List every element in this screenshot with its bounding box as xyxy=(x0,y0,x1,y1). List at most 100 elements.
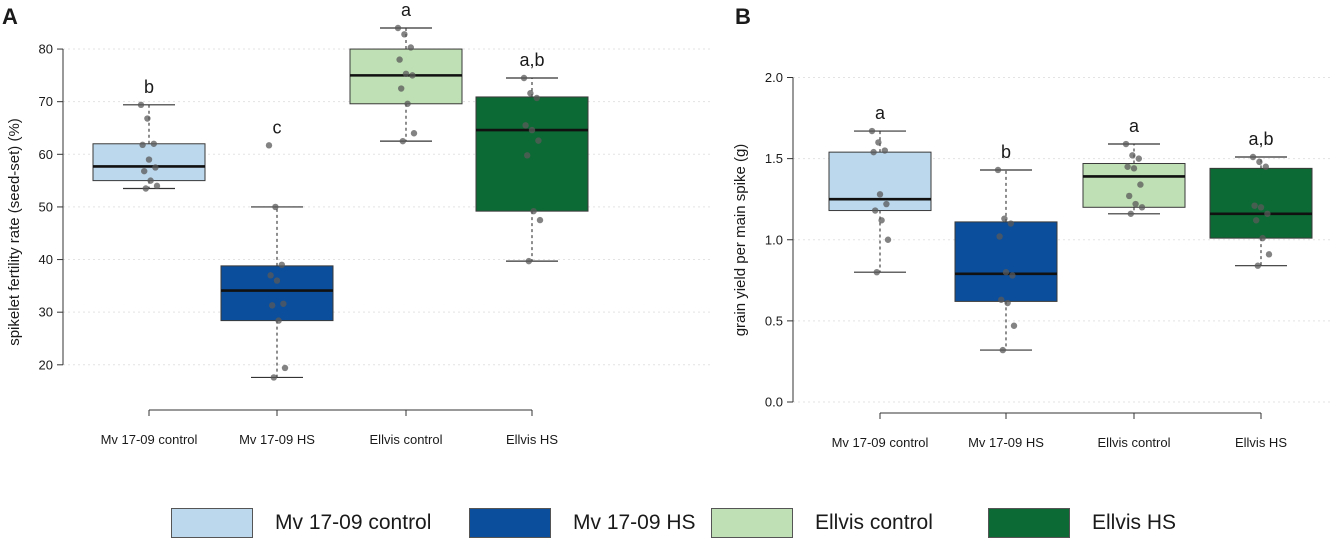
data-point xyxy=(1007,220,1014,227)
x-tick-label: Ellvis control xyxy=(370,432,443,447)
panel-b-letter: B xyxy=(735,4,751,29)
data-point xyxy=(535,137,542,144)
data-point xyxy=(147,177,154,184)
data-point xyxy=(527,90,534,97)
data-point xyxy=(870,148,877,156)
data-point xyxy=(533,94,540,102)
data-point xyxy=(1137,181,1144,188)
legend-swatch-mv-control xyxy=(171,508,253,538)
data-point xyxy=(1010,322,1018,329)
data-point xyxy=(270,374,277,381)
data-point xyxy=(401,31,408,38)
data-point xyxy=(144,115,151,122)
data-point xyxy=(394,24,402,32)
y-tick-label: 50 xyxy=(39,199,53,214)
y-tick-label: 1.5 xyxy=(765,151,783,166)
data-point xyxy=(1257,204,1265,211)
data-point xyxy=(1004,299,1011,307)
data-point xyxy=(145,156,153,163)
data-point xyxy=(522,122,529,129)
legend-label-ellvis-hs: Ellvis HS xyxy=(1092,511,1177,534)
figure: A spikelet fertility rate (seed-set) (%)… xyxy=(2,0,1333,450)
data-point xyxy=(1138,204,1146,211)
box xyxy=(220,265,334,322)
x-tick-label: Ellvis control xyxy=(1098,435,1171,450)
data-point xyxy=(1135,155,1143,162)
data-point xyxy=(1256,158,1263,166)
box-group: a xyxy=(1082,116,1186,217)
panel-b: B grain yield per main spike (g) 0.0 0.5 1… xyxy=(732,4,1333,450)
data-point xyxy=(1132,200,1139,208)
box xyxy=(828,151,932,212)
box xyxy=(1209,167,1313,239)
data-point xyxy=(1264,210,1271,217)
data-point xyxy=(273,277,281,284)
data-point xyxy=(139,141,146,149)
data-point xyxy=(536,216,544,224)
y-tick-label: 1.0 xyxy=(765,232,783,247)
y-tick-label: 60 xyxy=(39,147,53,162)
legend-item-ellvis-hs: Ellvis HS xyxy=(988,508,1176,538)
data-point xyxy=(269,302,276,309)
data-point xyxy=(1122,140,1130,148)
significance-letter: a,b xyxy=(519,50,544,70)
data-point xyxy=(996,233,1003,240)
y-tick-label: 0.5 xyxy=(765,313,783,328)
data-point xyxy=(1129,152,1136,159)
data-point xyxy=(398,85,405,92)
box xyxy=(954,221,1058,302)
significance-letter: a xyxy=(401,0,412,20)
data-point xyxy=(524,152,531,159)
data-point xyxy=(883,200,890,208)
box xyxy=(475,96,589,212)
panel-a-letter: A xyxy=(2,4,18,29)
x-tick-label: Ellvis HS xyxy=(1235,435,1287,450)
data-point xyxy=(873,269,880,276)
data-point xyxy=(399,137,406,145)
legend-item-mv-hs: Mv 17-09 HS xyxy=(469,508,696,538)
data-point xyxy=(1002,269,1010,276)
data-point xyxy=(1126,192,1133,200)
data-point xyxy=(994,166,1002,174)
data-point xyxy=(1259,234,1266,242)
data-point xyxy=(1249,153,1257,161)
data-point xyxy=(278,261,285,269)
data-point xyxy=(265,142,273,149)
data-point xyxy=(868,127,876,135)
data-point xyxy=(396,56,403,63)
data-point xyxy=(272,203,279,211)
data-point xyxy=(267,272,274,279)
data-point xyxy=(410,130,418,137)
data-point xyxy=(1001,215,1008,222)
data-point xyxy=(881,147,888,154)
box-group: b xyxy=(954,142,1058,354)
data-point xyxy=(137,101,145,109)
legend-label-mv-control: Mv 17-09 control xyxy=(275,511,432,534)
data-point xyxy=(280,300,287,307)
data-point xyxy=(142,185,149,192)
significance-letter: b xyxy=(144,77,154,97)
panel-a-y-axis-label: spikelet fertility rate (seed-set) (%) xyxy=(6,118,23,346)
data-point xyxy=(402,70,410,77)
data-point xyxy=(152,164,159,171)
data-point xyxy=(872,207,879,214)
box-group: a xyxy=(828,103,932,276)
legend-swatch-mv-hs xyxy=(469,508,551,538)
box-group: a,b xyxy=(475,50,589,265)
x-tick-label: Mv 17-09 control xyxy=(101,432,198,447)
panel-a-plot: 20 30 40 50 60 70 80 Mv 17-09 control Mv 17-09 H… xyxy=(39,0,712,447)
data-point xyxy=(1253,217,1260,224)
y-tick-label: 2.0 xyxy=(765,70,783,85)
data-point xyxy=(1262,163,1270,170)
data-point xyxy=(407,44,414,51)
data-point xyxy=(1009,272,1016,279)
data-point xyxy=(998,296,1005,303)
legend-item-ellvis-control: Ellvis control xyxy=(711,508,933,538)
data-point xyxy=(150,140,157,147)
significance-letter: a,b xyxy=(1248,129,1273,149)
panel-a: A spikelet fertility rate (seed-set) (%)… xyxy=(2,0,712,447)
data-point xyxy=(153,182,161,190)
legend-swatch-ellvis-hs xyxy=(988,508,1070,538)
x-tick-label: Mv 17-09 HS xyxy=(239,432,315,447)
data-point xyxy=(281,364,289,372)
